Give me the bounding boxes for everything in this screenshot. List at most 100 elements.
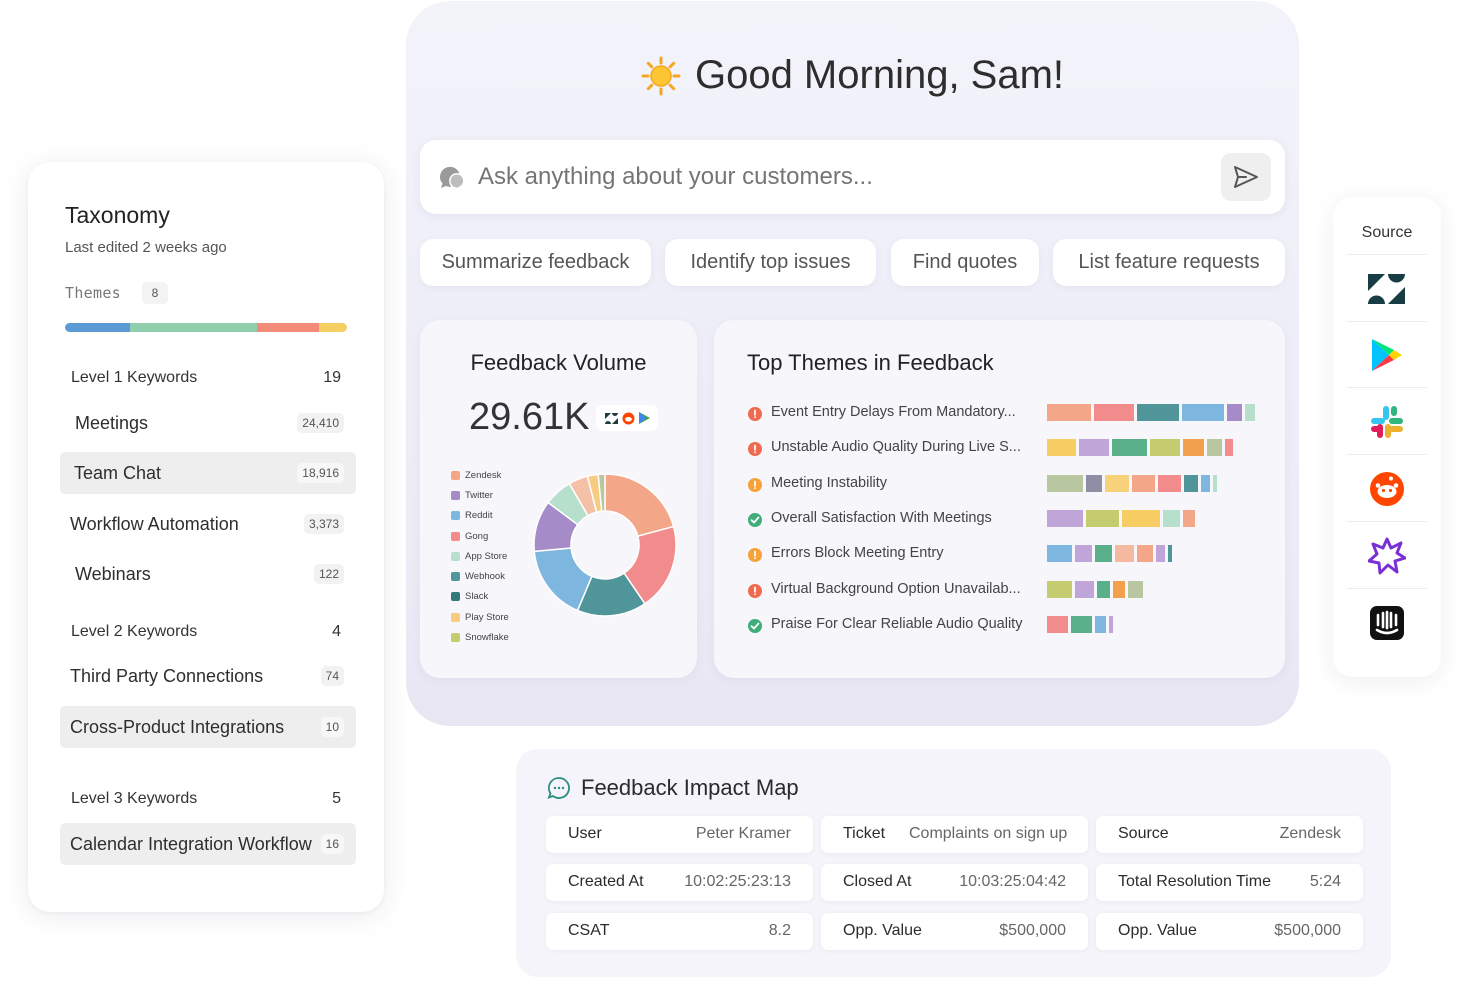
theme-label: Overall Satisfaction With Meetings xyxy=(771,509,992,526)
theme-bar-segment xyxy=(1094,404,1134,421)
impact-cell-key: Closed At xyxy=(843,873,912,890)
play-store-icon xyxy=(638,412,650,424)
theme-bar-segment xyxy=(1105,474,1129,492)
theme-bar-segment xyxy=(1095,615,1106,633)
divider xyxy=(1347,454,1427,455)
top-themes-title: Top Themes in Feedback xyxy=(747,350,994,375)
legend-item: Slack xyxy=(451,587,509,607)
keyword-count: 16 xyxy=(320,834,344,854)
theme-bar-segment xyxy=(1224,439,1233,457)
legend-item: Play Store xyxy=(451,607,509,627)
theme-bar-segment xyxy=(1114,545,1134,563)
legend-label: Webhook xyxy=(465,571,505,583)
theme-row[interactable]: Errors Block Meeting Entry xyxy=(747,544,1257,564)
chip-summarize-feedback[interactable]: Summarize feedback xyxy=(420,239,651,286)
legend-swatch xyxy=(451,470,460,480)
source-panel: Source xyxy=(1333,197,1441,677)
source-reddit-button[interactable] xyxy=(1361,463,1413,515)
top-themes-card: Top Themes in Feedback Event Entry Delay… xyxy=(714,320,1285,678)
theme-bar-segment xyxy=(1071,615,1092,633)
impact-cell: User Peter Kramer xyxy=(546,816,813,853)
alert-circle-icon xyxy=(748,442,762,457)
legend-swatch xyxy=(451,612,460,622)
level-2-keywords-count: 4 xyxy=(332,623,341,640)
legend-label: Zendesk xyxy=(465,469,502,481)
legend-item: Gong xyxy=(451,526,509,546)
impact-cell: CSAT 8.2 xyxy=(546,913,813,950)
source-starburst-button[interactable] xyxy=(1361,530,1413,582)
themes-bar-segment xyxy=(129,323,257,332)
divider xyxy=(1347,588,1427,589)
source-intercom-button[interactable] xyxy=(1361,597,1413,649)
theme-row[interactable]: Meeting Instability xyxy=(747,474,1257,494)
impact-cell: Opp. Value $500,000 xyxy=(1096,913,1363,950)
theme-bar-segment xyxy=(1047,509,1083,527)
ask-search-bar[interactable] xyxy=(420,140,1285,214)
search-input[interactable] xyxy=(478,163,1198,191)
impact-cell-value: $500,000 xyxy=(1274,922,1341,939)
theme-bar-segment xyxy=(1212,474,1218,492)
keyword-label: Cross-Product Integrations xyxy=(70,716,285,737)
legend-label: Play Store xyxy=(465,611,509,623)
legend-swatch xyxy=(451,572,460,582)
level-3-keywords-count: 5 xyxy=(332,790,341,807)
keyword-item-workflow-automation[interactable]: Workflow Automation 3,373 xyxy=(60,503,356,545)
theme-bar-segment xyxy=(1111,439,1148,457)
theme-bar-segment xyxy=(1206,439,1222,457)
impact-cell-key: Ticket xyxy=(843,825,886,842)
themes-bar-segment xyxy=(65,323,130,332)
keyword-item-team-chat[interactable]: Team Chat 18,916 xyxy=(60,452,356,494)
theme-bar-segment xyxy=(1182,509,1196,527)
keyword-label: Third Party Connections xyxy=(70,665,264,686)
legend-item: Twitter xyxy=(451,485,509,505)
keyword-item-third-party-connections[interactable]: Third Party Connections 74 xyxy=(60,655,356,697)
theme-bar-segment xyxy=(1097,580,1110,598)
theme-label: Meeting Instability xyxy=(771,474,888,491)
chip-identify-top-issues[interactable]: Identify top issues xyxy=(665,239,876,286)
theme-bar-segment xyxy=(1157,474,1181,492)
feedback-volume-donut-chart xyxy=(533,473,677,617)
legend-label: Twitter xyxy=(465,489,493,501)
source-slack-button[interactable] xyxy=(1361,396,1413,448)
legend-label: Reddit xyxy=(465,510,493,522)
impact-cell-key: CSAT xyxy=(568,922,610,939)
theme-row[interactable]: Overall Satisfaction With Meetings xyxy=(747,509,1257,529)
keyword-item-cross-product-integrations[interactable]: Cross-Product Integrations 10 xyxy=(60,706,356,748)
theme-row[interactable]: Virtual Background Option Unavailab... xyxy=(747,580,1257,600)
theme-bar-segment xyxy=(1047,404,1092,421)
theme-label: Virtual Background Option Unavailab... xyxy=(771,580,1021,597)
theme-bar-segment xyxy=(1112,580,1126,598)
theme-row[interactable]: Praise For Clear Reliable Audio Quality xyxy=(747,615,1257,635)
theme-label: Errors Block Meeting Entry xyxy=(771,545,944,562)
theme-row[interactable]: Event Entry Delays From Mandatory... xyxy=(747,403,1257,423)
chip-list-feature-requests[interactable]: List feature requests xyxy=(1053,239,1285,286)
theme-label: Event Entry Delays From Mandatory... xyxy=(771,404,1016,420)
impact-cell: Closed At 10:03:25:04:42 xyxy=(821,864,1088,901)
impact-cell: Created At 10:02:25:23:13 xyxy=(546,864,813,901)
taxonomy-title: Taxonomy xyxy=(65,202,170,228)
source-play-store-button[interactable] xyxy=(1361,329,1413,381)
theme-bar-segment xyxy=(1244,404,1256,421)
theme-label: Unstable Audio Quality During Live S... xyxy=(771,439,1021,456)
theme-bar-segment xyxy=(1108,615,1113,633)
legend-swatch xyxy=(451,511,460,521)
divider xyxy=(1347,387,1427,388)
chip-find-quotes[interactable]: Find quotes xyxy=(891,239,1039,286)
star-burst-icon xyxy=(1368,537,1406,575)
send-button[interactable] xyxy=(1221,153,1271,201)
keyword-item-webinars[interactable]: Webinars 122 xyxy=(60,553,356,595)
keyword-item-meetings[interactable]: Meetings 24,410 xyxy=(60,402,356,444)
source-zendesk-button[interactable] xyxy=(1361,263,1413,315)
theme-bar-segment xyxy=(1085,509,1120,527)
themes-bar-segment xyxy=(256,323,319,332)
theme-bar-segment xyxy=(1201,474,1210,492)
impact-cell-value: Peter Kramer xyxy=(695,825,791,842)
keyword-item-calendar-integration-workflow[interactable]: Calendar Integration Workflow 16 xyxy=(60,823,356,865)
source-title: Source xyxy=(1361,224,1413,241)
legend-item: App Store xyxy=(451,546,509,566)
check-circle-icon xyxy=(748,618,762,633)
themes-bar-segment xyxy=(318,323,347,332)
theme-row[interactable]: Unstable Audio Quality During Live S... xyxy=(747,438,1257,458)
theme-bar-segment xyxy=(1047,474,1083,492)
theme-stacked-bar xyxy=(1047,509,1196,527)
